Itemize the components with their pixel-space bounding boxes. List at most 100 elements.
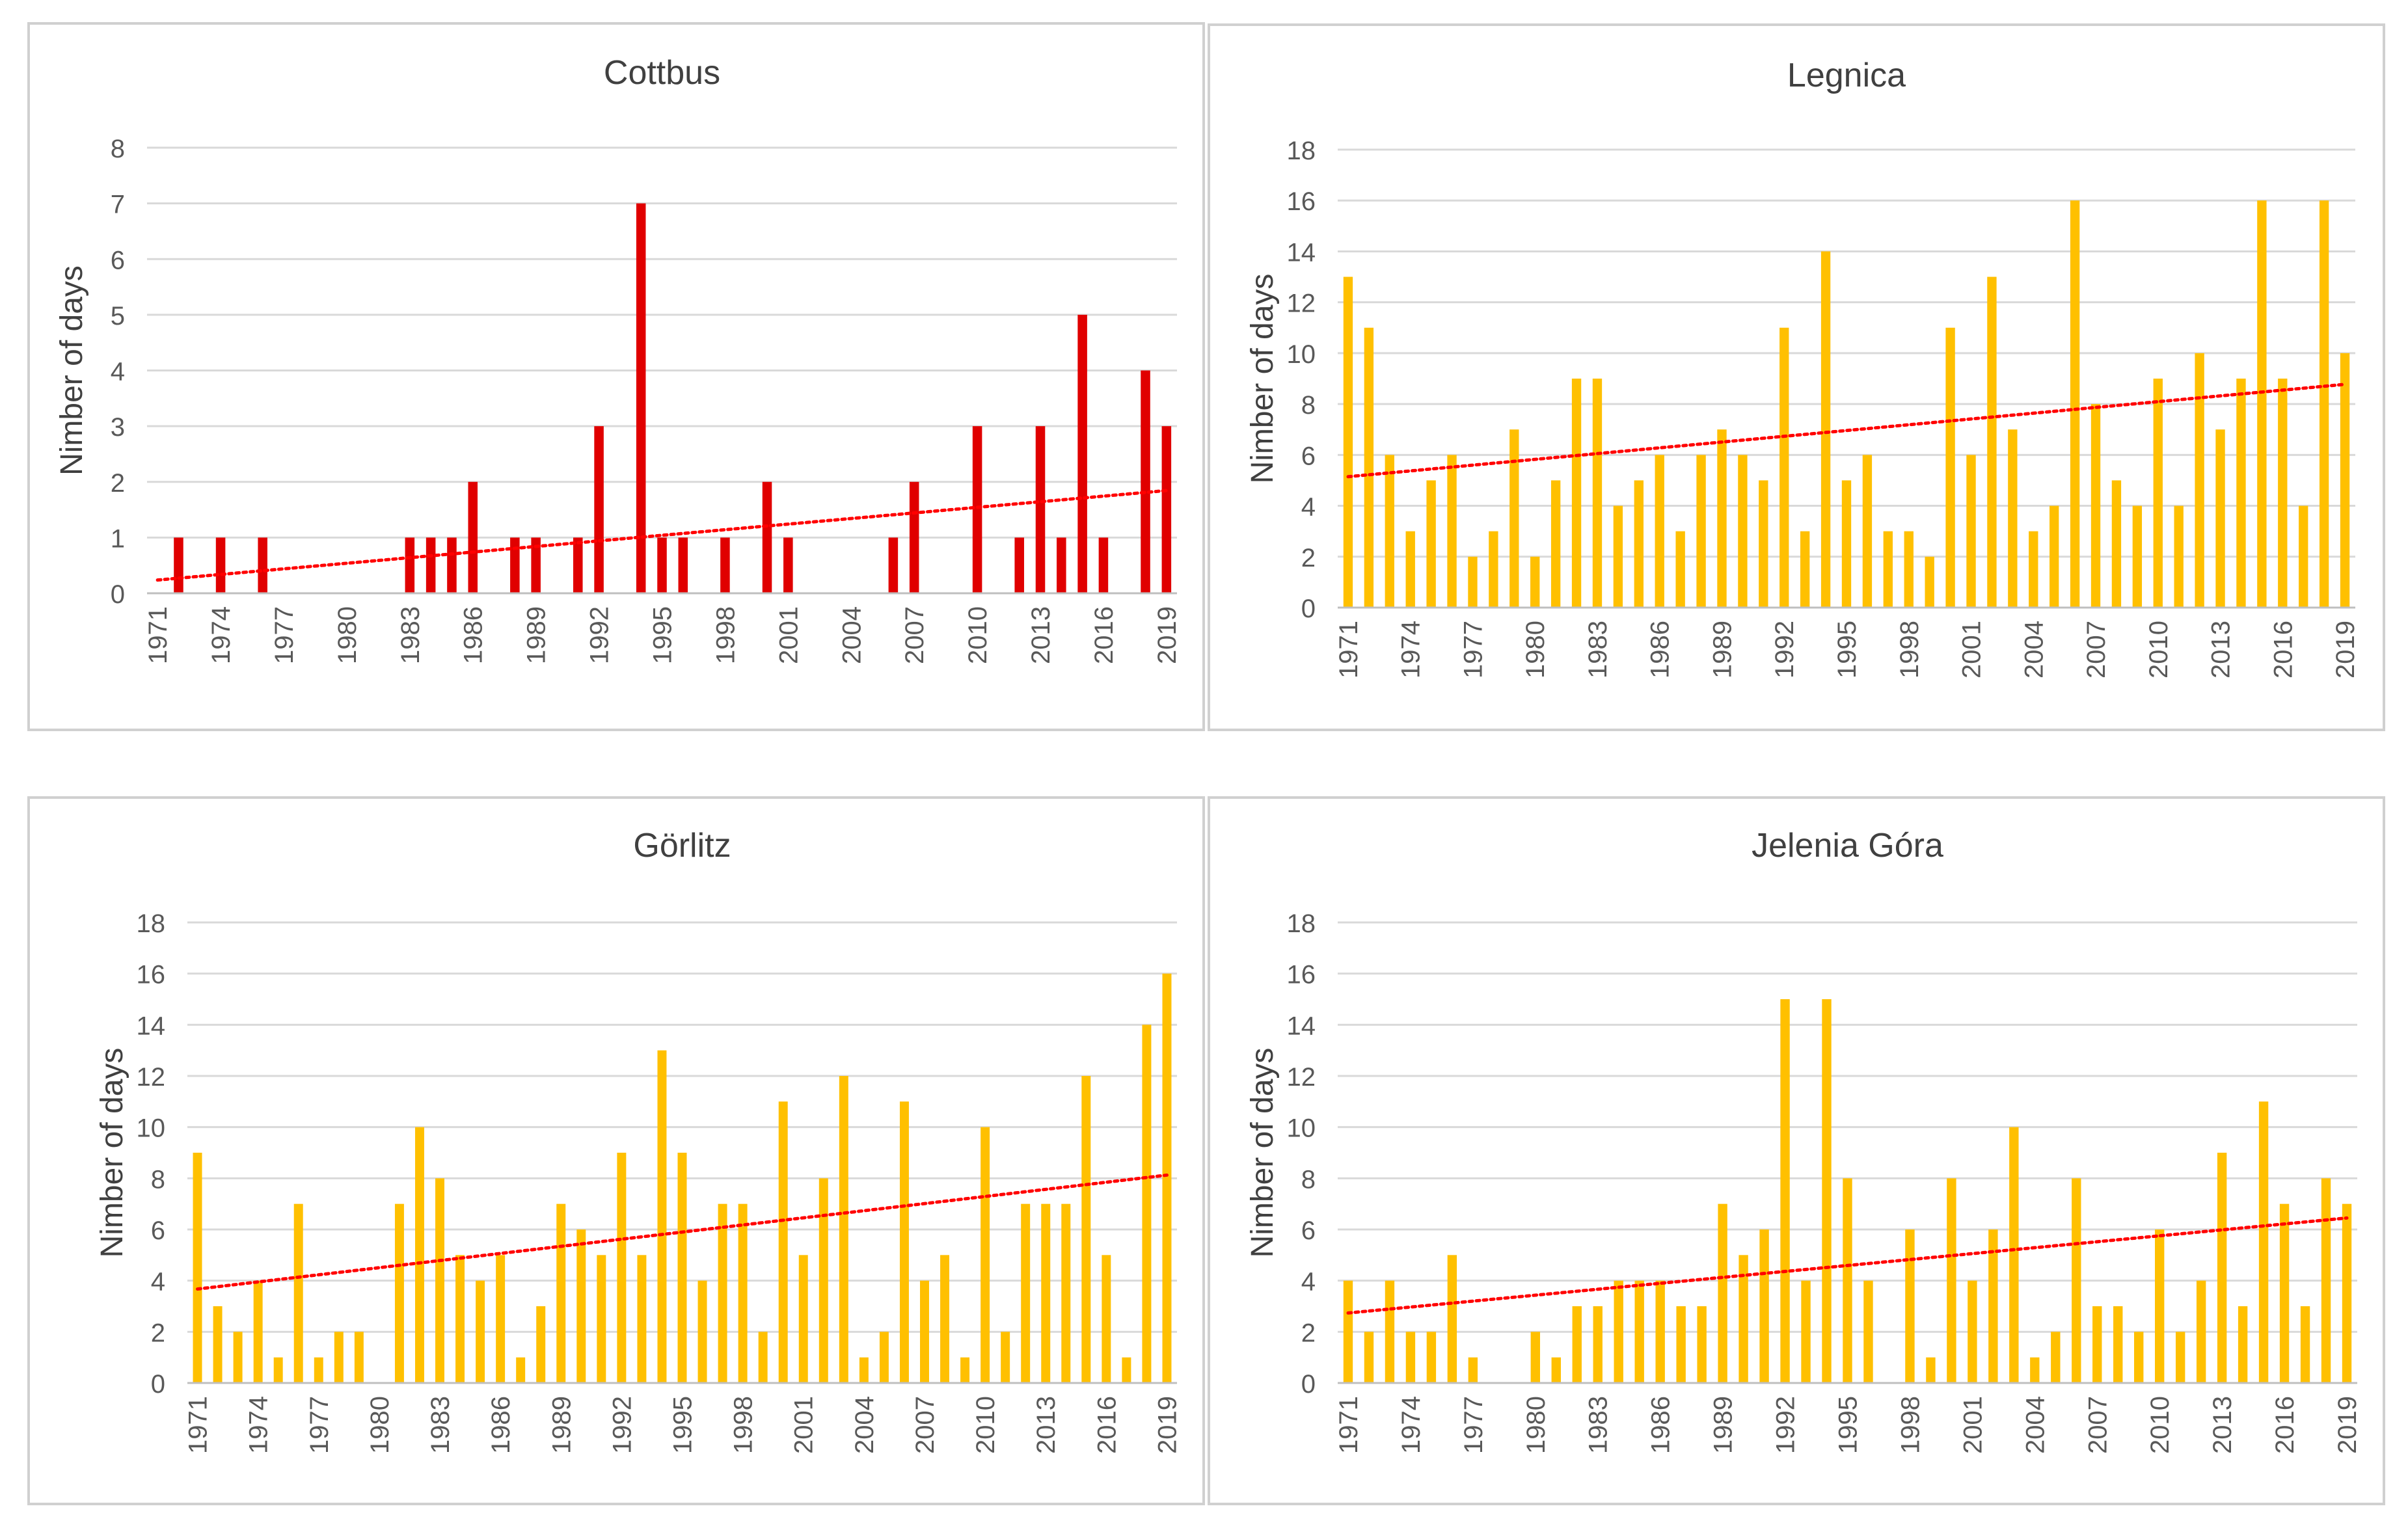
bar xyxy=(1509,429,1519,608)
x-tick-label: 2016 xyxy=(1092,1396,1121,1454)
bar xyxy=(678,537,688,593)
bar xyxy=(1041,1203,1051,1383)
bar xyxy=(2174,505,2184,608)
bar xyxy=(2257,200,2267,608)
chart-panel-jelenia-gora: Jelenia Góra 0 2 4 6 8 10 12 14 16 18 Nimber of day… xyxy=(1208,796,2385,1505)
x-tick-label: 1974 xyxy=(245,1396,273,1454)
bar xyxy=(818,1178,828,1383)
bar xyxy=(1614,1280,1623,1383)
bar xyxy=(1718,1203,1727,1383)
chart-panel-cottbus: Cottbus 0 1 2 3 4 5 6 7 8 Nimber of days 1971 1974 19… xyxy=(27,22,1205,731)
y-tick-label: 18 xyxy=(137,909,166,938)
bar xyxy=(2258,1101,2269,1383)
y-tick-label: 8 xyxy=(1301,1165,1316,1194)
bar xyxy=(2196,1280,2206,1383)
x-tick-label: 1971 xyxy=(144,606,172,664)
x-tick-label: 1995 xyxy=(1833,621,1861,678)
bar xyxy=(2090,404,2101,608)
y-tick-label: 14 xyxy=(1287,238,1316,267)
y-tick-label: 16 xyxy=(137,961,166,989)
x-tick-label: 1974 xyxy=(1397,621,1426,678)
bar xyxy=(1862,455,1873,608)
bar xyxy=(617,1153,627,1383)
x-tick-label: 1983 xyxy=(396,606,425,664)
bar xyxy=(762,481,772,593)
bar xyxy=(576,1229,586,1383)
y-tick-label: 1 xyxy=(111,524,125,553)
bar xyxy=(1035,426,1046,593)
bar xyxy=(1904,531,1914,608)
y-tick-label: 18 xyxy=(1287,137,1316,165)
bar xyxy=(2111,480,2122,608)
x-tick-label: 1998 xyxy=(711,606,740,664)
x-tick-label: 2013 xyxy=(1032,1396,1061,1454)
bar xyxy=(1697,1306,1707,1383)
bar xyxy=(839,1076,848,1383)
x-tick-label: 2004 xyxy=(850,1396,879,1454)
y-tick-label: 0 xyxy=(151,1370,165,1399)
bar xyxy=(1925,556,1934,608)
x-tick-label: 1986 xyxy=(1646,621,1675,678)
bar xyxy=(1426,1332,1437,1383)
y-axis-label: Nimber of days xyxy=(1245,274,1280,484)
bar xyxy=(899,1101,909,1383)
bar xyxy=(1905,1229,1915,1383)
bar xyxy=(2008,429,2018,608)
bar xyxy=(531,537,541,593)
x-tick-label: 1989 xyxy=(547,1396,576,1454)
x-tick-label: 1995 xyxy=(649,606,677,664)
x-tick-label: 2007 xyxy=(900,606,929,664)
x-tick-label: 2004 xyxy=(2021,1396,2050,1454)
bar xyxy=(859,1357,869,1383)
bar xyxy=(1613,505,1623,608)
bar xyxy=(2072,1178,2081,1383)
bar xyxy=(1593,1306,1603,1383)
x-tick-label: 1971 xyxy=(1334,621,1363,678)
bar xyxy=(1926,1357,1936,1383)
bar xyxy=(1800,531,1810,608)
y-tick-label: 10 xyxy=(1287,1114,1316,1143)
x-tick-label: 2010 xyxy=(971,1396,1000,1454)
chart-svg: Cottbus 0 1 2 3 4 5 6 7 8 Nimber of days 1971 1974 19… xyxy=(55,54,1182,664)
x-tick-label: 2013 xyxy=(2208,1396,2237,1454)
bar xyxy=(2030,1357,2040,1383)
chart-svg: Jelenia Góra 0 2 4 6 8 10 12 14 16 18 Nimber of day… xyxy=(1245,827,2362,1454)
y-axis-label: Nimber of days xyxy=(55,265,89,476)
x-tick-label: 1992 xyxy=(586,606,614,664)
bar xyxy=(1142,1025,1152,1383)
bar xyxy=(2134,1332,2144,1383)
bar xyxy=(1801,1280,1811,1383)
chart-title: Legnica xyxy=(1787,57,1906,94)
x-tick-label: 2004 xyxy=(837,606,866,664)
bar xyxy=(1447,1255,1457,1383)
bar xyxy=(1343,1280,1353,1383)
bar xyxy=(2092,1306,2102,1383)
bar xyxy=(1426,480,1436,608)
y-tick-label: 3 xyxy=(111,413,125,442)
x-tick-label: 1995 xyxy=(1834,1396,1863,1454)
bar xyxy=(556,1203,566,1383)
bar xyxy=(1571,379,1582,608)
chart-panel-gorlitz: Görlitz 0 2 4 6 8 10 12 14 16 18 Nimber of days 1971… xyxy=(27,796,1205,1505)
bar xyxy=(637,1255,647,1383)
x-tick-label: 1971 xyxy=(1334,1396,1363,1454)
bar xyxy=(1987,276,1997,608)
bar xyxy=(1676,1306,1686,1383)
bar xyxy=(2342,1203,2352,1383)
bar xyxy=(972,426,982,593)
y-tick-label: 2 xyxy=(111,469,125,498)
bar xyxy=(1364,327,1374,608)
bar xyxy=(273,1357,283,1383)
x-tick-label: 1998 xyxy=(1896,1396,1925,1454)
bar xyxy=(1550,480,1561,608)
y-tick-label: 12 xyxy=(1287,289,1316,318)
bar xyxy=(1738,455,1748,608)
y-tick-label: 0 xyxy=(111,580,125,609)
x-tick-label: 2001 xyxy=(1958,1396,1987,1454)
bar xyxy=(1820,251,1831,608)
chart-svg: Görlitz 0 2 4 6 8 10 12 14 16 18 Nimber of days 1971… xyxy=(95,827,1182,1454)
bar xyxy=(2299,505,2308,608)
x-tick-label: 1986 xyxy=(459,606,488,664)
bar xyxy=(215,537,226,593)
bar xyxy=(1655,1280,1665,1383)
